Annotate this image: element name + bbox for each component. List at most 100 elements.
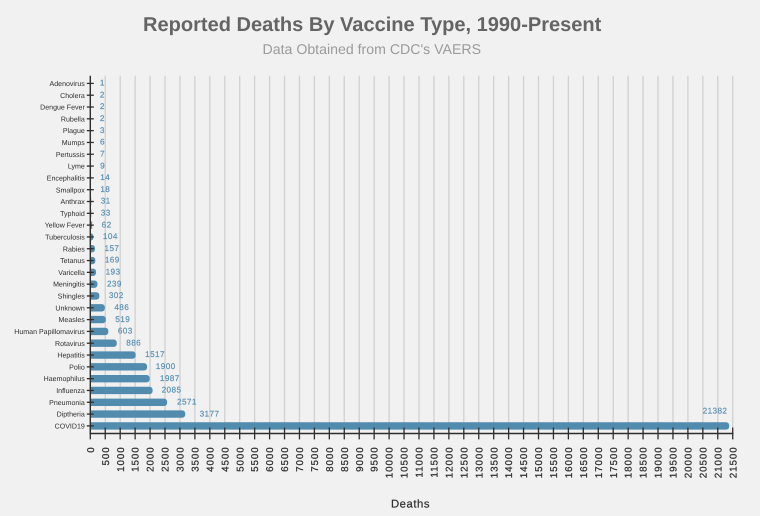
svg-text:0: 0 — [86, 446, 97, 452]
svg-text:5000: 5000 — [235, 446, 246, 472]
svg-text:20500: 20500 — [698, 446, 709, 478]
svg-text:Anthrax: Anthrax — [61, 198, 86, 206]
svg-text:193: 193 — [106, 268, 121, 277]
svg-text:8500: 8500 — [340, 446, 351, 472]
svg-text:Tetanus: Tetanus — [60, 258, 85, 265]
svg-text:Polio: Polio — [69, 363, 85, 371]
svg-text:2: 2 — [100, 102, 105, 111]
svg-text:17000: 17000 — [594, 446, 605, 478]
svg-text:Shingles: Shingles — [58, 293, 86, 301]
svg-text:1500: 1500 — [131, 446, 142, 472]
svg-text:Unknown: Unknown — [55, 304, 84, 312]
svg-text:6000: 6000 — [265, 446, 276, 472]
svg-text:2000: 2000 — [146, 446, 157, 472]
svg-text:18: 18 — [100, 185, 110, 194]
svg-text:Pneumonia: Pneumonia — [49, 399, 85, 407]
svg-text:157: 157 — [104, 244, 119, 253]
svg-text:12500: 12500 — [459, 446, 470, 478]
svg-text:7: 7 — [100, 149, 105, 158]
svg-text:Meningitis: Meningitis — [53, 281, 85, 289]
svg-text:500: 500 — [101, 446, 112, 465]
svg-text:9500: 9500 — [370, 446, 381, 472]
svg-text:Rubella: Rubella — [61, 115, 85, 123]
svg-text:2085: 2085 — [162, 386, 182, 395]
svg-text:21500: 21500 — [728, 446, 739, 478]
svg-text:Reported Deaths By Vaccine Typ: Reported Deaths By Vaccine Type, 1990-Pr… — [143, 14, 602, 36]
svg-text:14500: 14500 — [519, 446, 530, 478]
svg-text:31: 31 — [101, 197, 111, 206]
svg-text:2: 2 — [100, 114, 105, 123]
svg-text:16000: 16000 — [564, 446, 575, 478]
svg-text:Haemophilus: Haemophilus — [44, 375, 86, 383]
svg-text:519: 519 — [115, 315, 130, 324]
svg-text:19000: 19000 — [654, 446, 665, 478]
svg-text:20000: 20000 — [683, 446, 694, 478]
svg-text:62: 62 — [102, 220, 112, 229]
svg-text:17500: 17500 — [609, 446, 620, 478]
svg-text:14: 14 — [100, 173, 110, 182]
svg-text:Cholera: Cholera — [60, 92, 85, 100]
svg-text:104: 104 — [103, 232, 118, 241]
svg-text:4000: 4000 — [205, 446, 216, 472]
svg-text:Adenovirus: Adenovirus — [50, 80, 86, 88]
svg-text:16500: 16500 — [579, 446, 590, 478]
svg-text:5500: 5500 — [250, 446, 261, 472]
svg-text:Hepatitis: Hepatitis — [57, 352, 85, 360]
svg-text:8000: 8000 — [325, 446, 336, 472]
svg-text:3000: 3000 — [176, 446, 187, 472]
svg-text:3: 3 — [100, 126, 105, 135]
svg-text:3500: 3500 — [190, 446, 201, 472]
svg-text:7000: 7000 — [295, 446, 306, 472]
svg-text:COVID19: COVID19 — [55, 423, 85, 430]
svg-text:3177: 3177 — [200, 409, 220, 418]
svg-text:Dengue Fever: Dengue Fever — [40, 105, 85, 112]
svg-text:603: 603 — [118, 327, 133, 336]
svg-text:Deaths: Deaths — [391, 498, 430, 510]
svg-text:6500: 6500 — [280, 446, 291, 472]
svg-text:7500: 7500 — [310, 446, 321, 472]
svg-text:15000: 15000 — [534, 446, 545, 478]
svg-text:Influenza: Influenza — [56, 387, 85, 395]
svg-text:4500: 4500 — [220, 446, 231, 472]
svg-text:10500: 10500 — [400, 446, 411, 478]
svg-text:1987: 1987 — [160, 374, 180, 383]
svg-text:Varicella: Varicella — [58, 269, 85, 277]
svg-text:1900: 1900 — [156, 362, 176, 371]
svg-text:Yellow Fever: Yellow Fever — [45, 222, 86, 230]
svg-text:239: 239 — [107, 279, 122, 288]
svg-text:Data Obtained from CDC's VAERS: Data Obtained from CDC's VAERS — [263, 41, 482, 57]
svg-text:302: 302 — [109, 291, 124, 300]
svg-text:Tuberculosis: Tuberculosis — [45, 234, 85, 242]
svg-text:169: 169 — [105, 256, 120, 265]
svg-text:33: 33 — [101, 209, 111, 218]
svg-text:Plague: Plague — [63, 127, 85, 135]
svg-text:2500: 2500 — [161, 446, 172, 472]
svg-text:13500: 13500 — [489, 446, 500, 478]
svg-text:19500: 19500 — [669, 446, 680, 478]
svg-text:2571: 2571 — [177, 397, 197, 406]
svg-text:Mumps: Mumps — [62, 140, 86, 147]
svg-text:Rotavirus: Rotavirus — [55, 340, 85, 348]
svg-text:18000: 18000 — [624, 446, 635, 478]
svg-text:Diptheria: Diptheria — [57, 411, 85, 419]
svg-text:Lyme: Lyme — [68, 164, 85, 171]
svg-text:1517: 1517 — [145, 350, 165, 359]
svg-text:Smallpox: Smallpox — [56, 186, 85, 194]
svg-text:Human Papillomavirus: Human Papillomavirus — [14, 328, 85, 336]
svg-text:2: 2 — [100, 90, 105, 99]
svg-text:486: 486 — [114, 303, 129, 312]
svg-text:11000: 11000 — [415, 446, 426, 477]
svg-text:13000: 13000 — [474, 446, 485, 478]
svg-text:11500: 11500 — [429, 446, 440, 477]
svg-text:886: 886 — [126, 338, 141, 347]
svg-text:6: 6 — [100, 138, 105, 147]
svg-text:1: 1 — [100, 79, 105, 88]
svg-text:Pertussis: Pertussis — [56, 151, 85, 159]
svg-text:15500: 15500 — [549, 446, 560, 478]
svg-text:9: 9 — [100, 161, 105, 170]
svg-text:Rabies: Rabies — [63, 245, 85, 253]
svg-text:Measles: Measles — [59, 316, 86, 324]
svg-text:18500: 18500 — [639, 446, 650, 478]
svg-text:Encephalitis: Encephalitis — [47, 174, 85, 182]
svg-text:21382: 21382 — [703, 407, 728, 416]
